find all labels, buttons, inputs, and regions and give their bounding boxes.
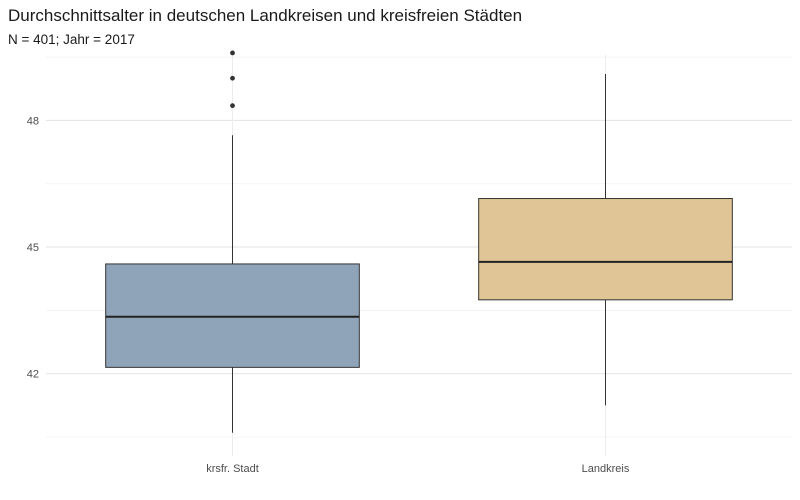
axis-labels: 42 45 48 krsfr. Stadt Landkreis [27, 115, 630, 475]
box-0 [105, 263, 360, 368]
x-tick-label-0: krsfr. Stadt [206, 463, 259, 475]
chart-title: Durchschnittsalter in deutschen Landkrei… [8, 6, 523, 25]
chart-subtitle: N = 401; Jahr = 2017 [8, 32, 135, 47]
y-tick-label-48: 48 [27, 115, 39, 127]
boxplot-marks [105, 50, 733, 433]
box-1 [478, 198, 733, 301]
y-tick-label-42: 42 [27, 369, 39, 381]
y-tick-label-45: 45 [27, 242, 39, 254]
outlier-point-0-1 [230, 75, 235, 81]
outlier-point-0-2 [230, 50, 235, 56]
outlier-point-0-0 [230, 103, 235, 109]
x-tick-label-1: Landkreis [582, 463, 630, 475]
